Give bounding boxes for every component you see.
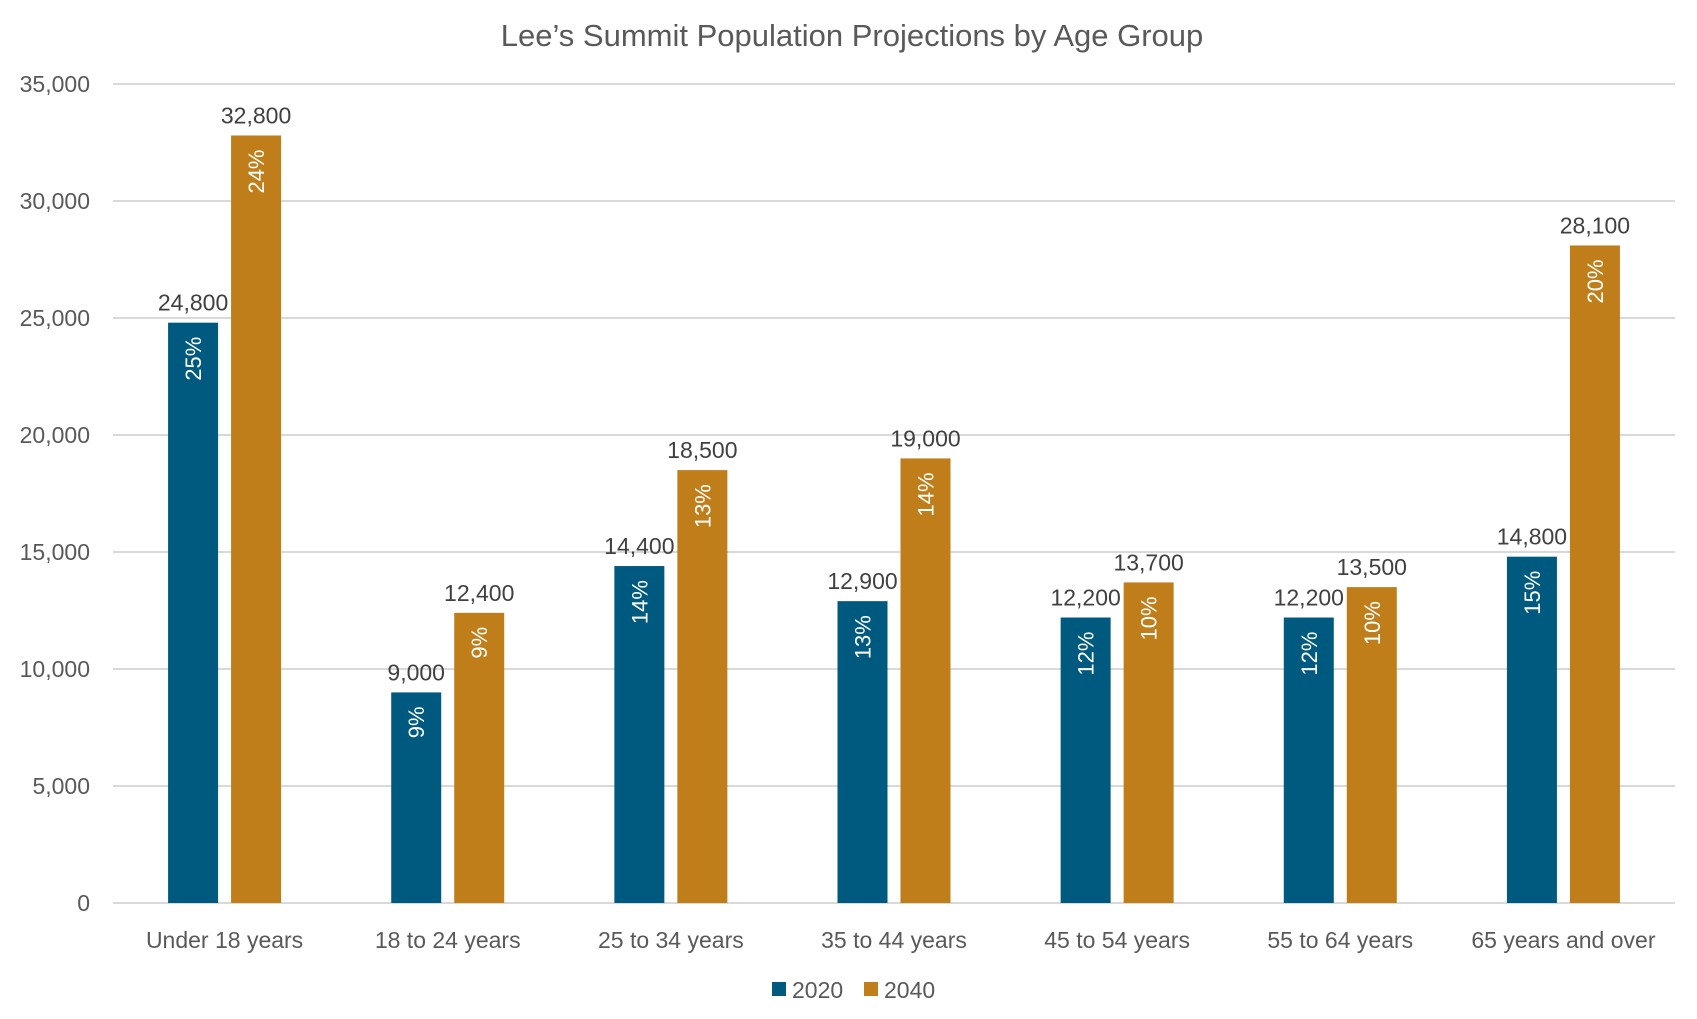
bar-2040 — [1346, 587, 1397, 903]
value-label: 13,500 — [1337, 554, 1407, 580]
bar-2020 — [837, 601, 888, 903]
chart-title: Lee’s Summit Population Projections by A… — [501, 18, 1204, 53]
bar-2020 — [614, 566, 665, 903]
percent-label: 12% — [1297, 632, 1322, 676]
y-axis-tick-labels: 0 5,000 10,000 15,000 20,000 25,000 30,000 35,0… — [20, 71, 90, 916]
bar-2040 — [1123, 582, 1174, 903]
bar-2040 — [454, 612, 505, 903]
gridlines — [113, 83, 1675, 904]
category-label: 35 to 44 years — [821, 927, 967, 953]
percent-label: 12% — [1074, 632, 1099, 676]
y-tick-label: 15,000 — [20, 539, 90, 565]
category-label: 18 to 24 years — [375, 927, 521, 953]
bar-2020 — [391, 692, 442, 903]
bar-2020 — [1060, 617, 1111, 903]
value-label: 14,400 — [604, 533, 674, 559]
value-label: 18,500 — [667, 437, 737, 463]
value-label: 13,700 — [1113, 549, 1183, 575]
percent-label: 14% — [914, 472, 939, 516]
value-label: 32,800 — [221, 102, 291, 128]
bar-2020 — [1506, 556, 1557, 903]
percent-label: 15% — [1520, 571, 1545, 615]
category-label: 45 to 54 years — [1044, 927, 1190, 953]
data-labels: 24,800 25% 32,800 24% 9,000 9% 12,400 9% 14,400 1… — [158, 102, 1630, 738]
bar-2040 — [231, 135, 282, 904]
value-label: 12,200 — [1274, 585, 1344, 611]
y-tick-label: 35,000 — [20, 71, 90, 97]
percent-label: 10% — [1360, 601, 1385, 645]
value-label: 12,200 — [1050, 585, 1120, 611]
category-label: 55 to 64 years — [1267, 927, 1413, 953]
legend-swatch-2040 — [864, 982, 878, 996]
percent-label: 14% — [627, 580, 652, 624]
y-tick-label: 10,000 — [20, 656, 90, 682]
value-label: 12,900 — [827, 568, 897, 594]
percent-label: 25% — [181, 337, 206, 381]
percent-label: 13% — [690, 484, 715, 528]
x-axis-category-labels: Under 18 years 18 to 24 years 25 to 34 yea… — [146, 927, 1656, 953]
y-tick-label: 30,000 — [20, 188, 90, 214]
value-label: 28,100 — [1560, 212, 1630, 238]
value-label: 14,800 — [1497, 524, 1567, 550]
y-tick-label: 25,000 — [20, 305, 90, 331]
percent-label: 24% — [244, 149, 269, 193]
percent-label: 9% — [404, 706, 429, 738]
bar-2040 — [1569, 245, 1620, 903]
percent-label: 20% — [1583, 259, 1608, 303]
y-tick-label: 5,000 — [32, 773, 90, 799]
legend-swatch-2020 — [772, 982, 786, 996]
category-label: 65 years and over — [1471, 927, 1655, 953]
y-tick-label: 20,000 — [20, 422, 90, 448]
legend-label: 2020 — [792, 977, 843, 1003]
legend: 2020 2040 — [772, 977, 935, 1003]
category-label: 25 to 34 years — [598, 927, 744, 953]
percent-label: 13% — [851, 615, 876, 659]
value-label: 12,400 — [444, 580, 514, 606]
legend-label: 2040 — [884, 977, 935, 1003]
bar-2020 — [168, 322, 219, 903]
value-label: 9,000 — [387, 659, 445, 685]
bar-2020 — [1283, 617, 1334, 903]
percent-label: 10% — [1137, 596, 1162, 640]
value-label: 19,000 — [890, 425, 960, 451]
bar-2040 — [677, 470, 728, 903]
y-tick-label: 0 — [77, 890, 90, 916]
bar-2040 — [900, 458, 951, 903]
category-label: Under 18 years — [146, 927, 303, 953]
value-label: 24,800 — [158, 290, 228, 316]
percent-label: 9% — [467, 627, 492, 659]
bars — [168, 135, 1620, 904]
